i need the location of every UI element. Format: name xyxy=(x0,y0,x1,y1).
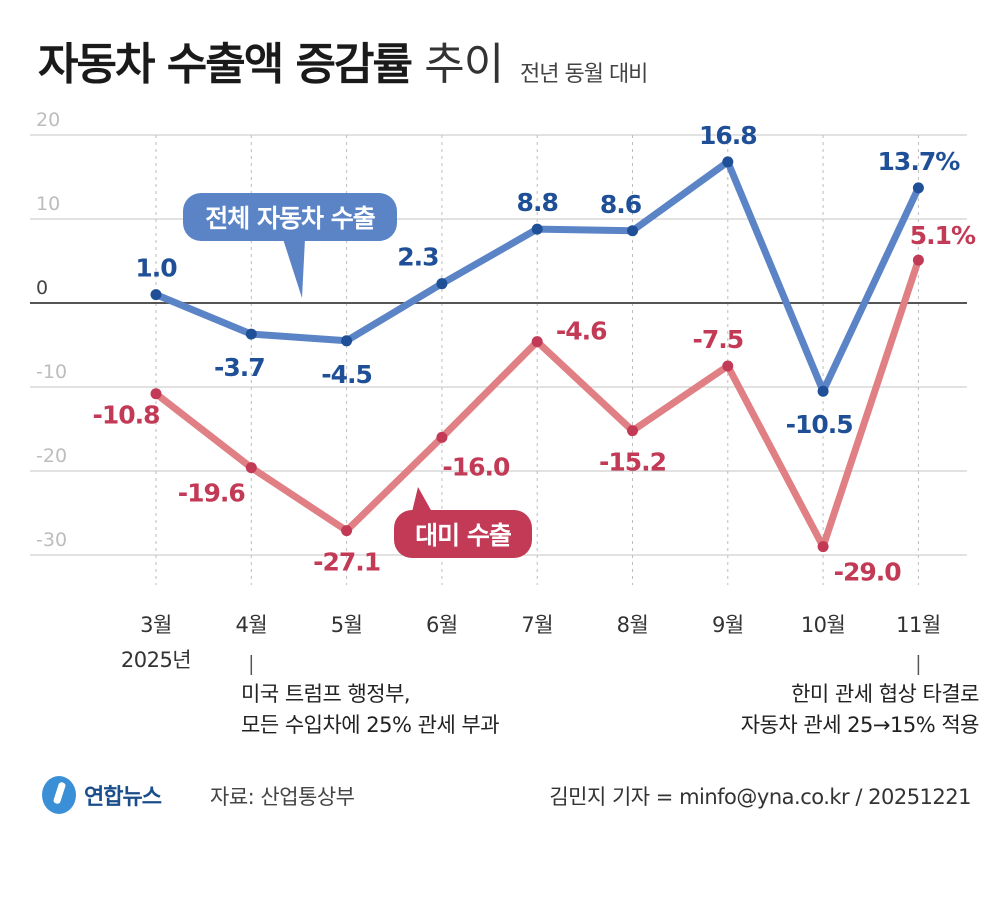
data-point xyxy=(245,328,257,340)
x-tick-label: 7월 xyxy=(521,613,553,637)
data-point xyxy=(627,225,638,237)
data-label: -10.8 xyxy=(92,401,159,430)
x-tick-label: 3월 xyxy=(140,613,172,637)
data-point xyxy=(341,525,353,537)
data-label: 13.7% xyxy=(878,147,961,176)
data-point xyxy=(817,541,829,553)
y-tick-label: -20 xyxy=(36,445,67,467)
annotation-april-line2: 모든 수입차에 25% 관세 부과 xyxy=(241,713,500,737)
x-tick-label: 10월 xyxy=(801,613,846,637)
source-text: 자료: 산업통상부 xyxy=(210,785,355,809)
data-label: -4.6 xyxy=(556,317,607,346)
data-label: 5.1% xyxy=(910,221,976,250)
legend-pointer-us xyxy=(412,487,432,512)
legend-pointer-total xyxy=(283,239,305,298)
data-label: 2.3 xyxy=(397,243,438,272)
annotation-april-line1: 미국 트럼프 행정부, xyxy=(241,682,411,706)
data-label: -19.6 xyxy=(178,479,246,508)
chart-subtitle: 전년 동월 대비 xyxy=(520,62,648,87)
y-tick-label: 10 xyxy=(36,193,60,215)
x-tick-label: 6월 xyxy=(426,613,458,637)
legend-bubble-total xyxy=(183,193,397,241)
data-point xyxy=(531,336,543,348)
data-label: 16.8 xyxy=(699,121,757,150)
legend-label-total: 전체 자동차 수출 xyxy=(205,204,375,233)
annotation-nov-line1: 한미 관세 협상 타결로 xyxy=(791,682,979,706)
data-label: -15.2 xyxy=(599,448,666,477)
data-point xyxy=(436,431,448,443)
data-label: -16.0 xyxy=(442,452,510,481)
logo-text: 연합뉴스 xyxy=(84,785,162,810)
year-label: 2025년 xyxy=(121,648,191,672)
data-point xyxy=(150,289,162,301)
annotation-nov-line2: 자동차 관세 25→15% 적용 xyxy=(740,713,980,737)
annotation-november: 한미 관세 협상 타결로 자동차 관세 25→15% 적용 xyxy=(740,679,980,741)
yonhap-logo-icon xyxy=(42,776,76,814)
chart-title: 자동차 수출액 증감률 추이 xyxy=(38,39,504,90)
credit-text: 김민지 기자 = minfo@yna.co.kr / 20251221 xyxy=(549,785,971,809)
data-label: -4.5 xyxy=(321,360,372,389)
data-point xyxy=(722,360,734,372)
legend-bubble-us xyxy=(394,510,532,558)
x-tick-label: 5월 xyxy=(331,613,363,637)
data-label: -3.7 xyxy=(214,353,265,382)
data-point xyxy=(722,156,734,168)
y-tick-label: -10 xyxy=(36,361,67,383)
y-tick-label: 20 xyxy=(36,109,60,131)
data-label: -7.5 xyxy=(692,325,743,354)
data-label: -10.5 xyxy=(786,410,853,439)
data-point xyxy=(817,385,829,397)
yonhap-logo: 연합뉴스 xyxy=(42,776,162,814)
x-tick-label: 8월 xyxy=(617,613,649,637)
data-label: 8.8 xyxy=(517,188,558,217)
y-tick-label: -30 xyxy=(36,529,67,551)
annotation-april: 미국 트럼프 행정부, 모든 수입차에 25% 관세 부과 xyxy=(241,679,500,741)
data-point xyxy=(341,335,353,347)
data-label: -27.1 xyxy=(313,548,380,577)
x-tick-label: 11월 xyxy=(896,613,941,637)
data-label: 8.6 xyxy=(600,190,642,219)
data-point xyxy=(912,254,924,266)
y-tick-label: 0 xyxy=(36,277,48,299)
data-point xyxy=(912,182,924,194)
data-point xyxy=(436,278,448,290)
x-tick-label: 4월 xyxy=(235,613,267,637)
data-point xyxy=(531,223,543,235)
data-label: -29.0 xyxy=(834,558,902,587)
data-label: 1.0 xyxy=(135,254,177,283)
data-point xyxy=(627,425,638,437)
x-tick-label: 9월 xyxy=(712,613,744,637)
data-point xyxy=(245,462,257,474)
data-point xyxy=(150,388,162,400)
legend-label-us: 대미 수출 xyxy=(415,521,512,550)
